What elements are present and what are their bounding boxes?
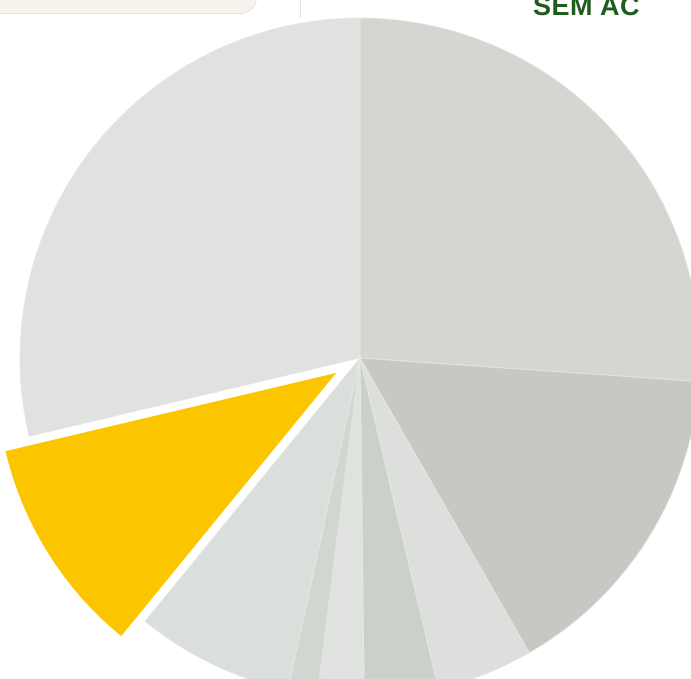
pie-slice-2 (359, 357, 691, 654)
pie-slice-5 (319, 357, 365, 679)
pie-slice-8 (5, 372, 337, 637)
pie-slice-3 (359, 357, 530, 679)
pie-slice-7 (144, 357, 361, 679)
pie-slice-4 (359, 357, 437, 679)
pie-slice-9 (19, 17, 361, 437)
pie-slice-1 (359, 17, 691, 382)
chart-header-label: SEM AC (533, 0, 641, 21)
top-divider (300, 0, 301, 18)
